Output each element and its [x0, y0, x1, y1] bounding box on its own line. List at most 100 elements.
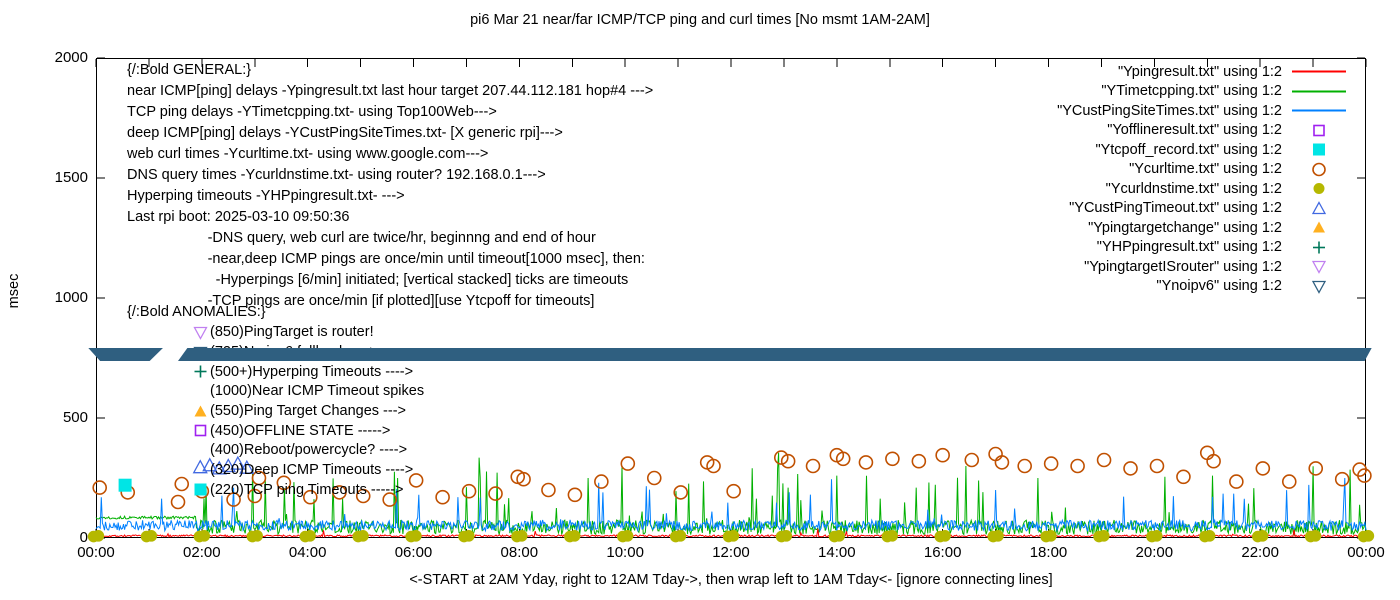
legend-item: "YCustPingTimeout.txt" using 1:2 [1057, 199, 1348, 219]
anomaly-row: (400)Reboot/powercycle? ----> [127, 441, 424, 461]
plus-marker-icon [1313, 241, 1325, 254]
legend-item: "Ynoipv6" using 1:2 [1057, 277, 1348, 297]
legend-square-filled-icon [1290, 142, 1348, 157]
square-filled-marker-icon [1313, 143, 1325, 156]
legend-item-label: "YCustPingTimeout.txt" using 1:2 [1069, 200, 1282, 217]
general-line: TCP ping delays -YTimetcpping.txt- using… [127, 104, 497, 120]
legend-square-open-icon [1290, 123, 1348, 138]
anomalies-annotation-block: {/:Bold ANOMALIES:} (850)PingTarget is ro… [127, 303, 424, 500]
legend-item: "Yofflineresult.txt" using 1:2 [1057, 121, 1348, 141]
x-tick-label: 02:00 [183, 544, 221, 561]
anomaly-row: (320)Deep ICMP Timeouts ----> [127, 460, 424, 480]
triangle-up-filled-marker-icon [194, 405, 207, 417]
x-tick-label: 10:00 [606, 544, 644, 561]
anomaly-row: (550)Ping Target Changes ---> [127, 401, 424, 421]
legend-line-icon [1290, 84, 1348, 99]
legend-item-label: "YpingtargetISrouter" using 1:2 [1084, 258, 1282, 275]
anomaly-marker [193, 384, 210, 399]
legend-triangle-down-open-icon [1290, 279, 1348, 294]
legend-item-label: "Ycurltime.txt" using 1:2 [1129, 161, 1282, 178]
line-marker-icon [1292, 70, 1346, 73]
line-marker-icon [1292, 109, 1346, 112]
anomaly-marker [193, 325, 210, 340]
series-YCustPingSiteTimes.txt [95, 477, 1367, 533]
legend-triangle-up-filled-icon [1290, 220, 1348, 235]
triangle-down-open-marker-icon [1311, 280, 1327, 294]
y-tick-label: 1000 [54, 289, 88, 306]
triangle-down-open-marker-icon [193, 326, 208, 340]
x-tick-label: 16:00 [923, 544, 962, 561]
general-annotation-block: {/:Bold GENERAL:} near ICMP[ping] delays … [127, 60, 653, 312]
x-tick-label: 20:00 [1135, 544, 1174, 561]
legend-item: "Ypingtargetchange" using 1:2 [1057, 218, 1348, 238]
legend-item-label: "YHPpingresult.txt" using 1:2 [1096, 239, 1282, 256]
legend-triangle-down-open-icon [1290, 259, 1348, 275]
circle-open-marker-icon [1312, 162, 1326, 177]
x-tick-label: 14:00 [818, 544, 856, 561]
legend-circle-filled-icon [1290, 181, 1348, 196]
x-tick-label: 22:00 [1241, 544, 1279, 561]
general-line: Hyperping timeouts -YHPpingresult.txt- -… [127, 188, 405, 204]
general-line: -DNS query, web curl are twice/hr, begin… [127, 230, 596, 246]
chart-title: pi6 Mar 21 near/far ICMP/TCP ping and cu… [470, 12, 930, 28]
triangle-up-filled-marker-icon [1313, 221, 1325, 233]
general-line: web curl times -Ycurltime.txt- using www… [127, 146, 489, 162]
x-tick-label: 18:00 [1029, 544, 1068, 561]
no-marker-icon [193, 443, 208, 458]
anomaly-row: (500+)Hyperping Timeouts ----> [127, 362, 424, 382]
square-open-marker-icon [1313, 124, 1325, 137]
legend-line-icon [1290, 64, 1348, 79]
legend-item-label: "Ynoipv6" using 1:2 [1156, 278, 1282, 295]
y-tick-label: 0 [79, 529, 88, 546]
anomaly-marker [193, 423, 210, 438]
anomaly-label: (725)No ipv6 fallback ----> [210, 344, 379, 361]
general-line: -TCP pings are once/min [if plotted][use… [127, 293, 595, 309]
legend-item-label: "YCustPingSiteTimes.txt" using 1:2 [1057, 102, 1282, 119]
general-line: Last rpi boot: 2025-03-10 09:50:36 [127, 209, 350, 225]
triangle-up-open-marker-icon [1311, 200, 1327, 214]
plot-area [87, 57, 1375, 543]
anomaly-label: (320)Deep ICMP Timeouts ----> [210, 462, 414, 479]
x-tick-label: 12:00 [712, 544, 750, 561]
legend-plus-icon [1290, 240, 1348, 255]
anomaly-label: (1000)Near ICMP Timeout spikes [210, 383, 425, 400]
legend-item-label: "Yofflineresult.txt" using 1:2 [1107, 122, 1282, 139]
y-tick-label: 2000 [54, 49, 88, 66]
triangle-down-open-marker-icon [193, 346, 208, 360]
general-line: -Hyperpings [6/min] initiated; [vertical… [127, 272, 629, 288]
anomaly-marker [193, 404, 210, 419]
y-axis-label: msec [6, 273, 22, 309]
general-line: DNS query times -Ycurldnstime.txt- using… [127, 167, 546, 183]
x-tick-label: 08:00 [500, 544, 539, 561]
legend-item-label: "Ycurldnstime.txt" using 1:2 [1105, 180, 1282, 197]
legend: "Ypingresult.txt" using 1:2 "YTimetcpping… [1057, 62, 1348, 296]
legend-item: "Ytcpoff_record.txt" using 1:2 [1057, 140, 1348, 160]
general-line: -near,deep ICMP pings are once/min until… [127, 251, 645, 267]
legend-line-icon [1290, 103, 1348, 118]
general-line: {/:Bold GENERAL:} [127, 62, 252, 78]
legend-circle-open-icon [1290, 162, 1348, 177]
no-marker-icon [193, 384, 208, 399]
legend-item: "YpingtargetISrouter" using 1:2 [1057, 257, 1348, 277]
anomaly-label: (550)Ping Target Changes ---> [210, 403, 406, 420]
legend-triangle-up-open-icon [1290, 200, 1348, 216]
x-axis-caption: <-START at 2AM Yday, right to 12AM Tday-… [409, 572, 1053, 588]
square-open-marker-icon [194, 424, 207, 437]
x-tick-label: 00:00 [1347, 544, 1385, 561]
anomaly-marker [193, 463, 210, 478]
anomaly-marker [193, 345, 210, 360]
y-tick-label: 1500 [54, 169, 88, 186]
anomaly-label: (400)Reboot/powercycle? ----> [210, 442, 408, 459]
anomaly-label: (450)OFFLINE STATE -----> [210, 422, 391, 439]
anomaly-marker [193, 364, 210, 379]
y-tick-label: 500 [62, 409, 88, 426]
legend-item: "Ycurldnstime.txt" using 1:2 [1057, 179, 1348, 199]
anomaly-row: (1000)Near ICMP Timeout spikes [127, 382, 424, 402]
x-tick-label: 00:00 [77, 544, 115, 561]
x-tick-label: 04:00 [288, 544, 327, 561]
no-marker-icon [193, 463, 208, 478]
general-line: near ICMP[ping] delays -Ypingresult.txt … [127, 83, 654, 99]
x-tick-label: 06:00 [394, 544, 433, 561]
line-marker-icon [1292, 90, 1346, 93]
